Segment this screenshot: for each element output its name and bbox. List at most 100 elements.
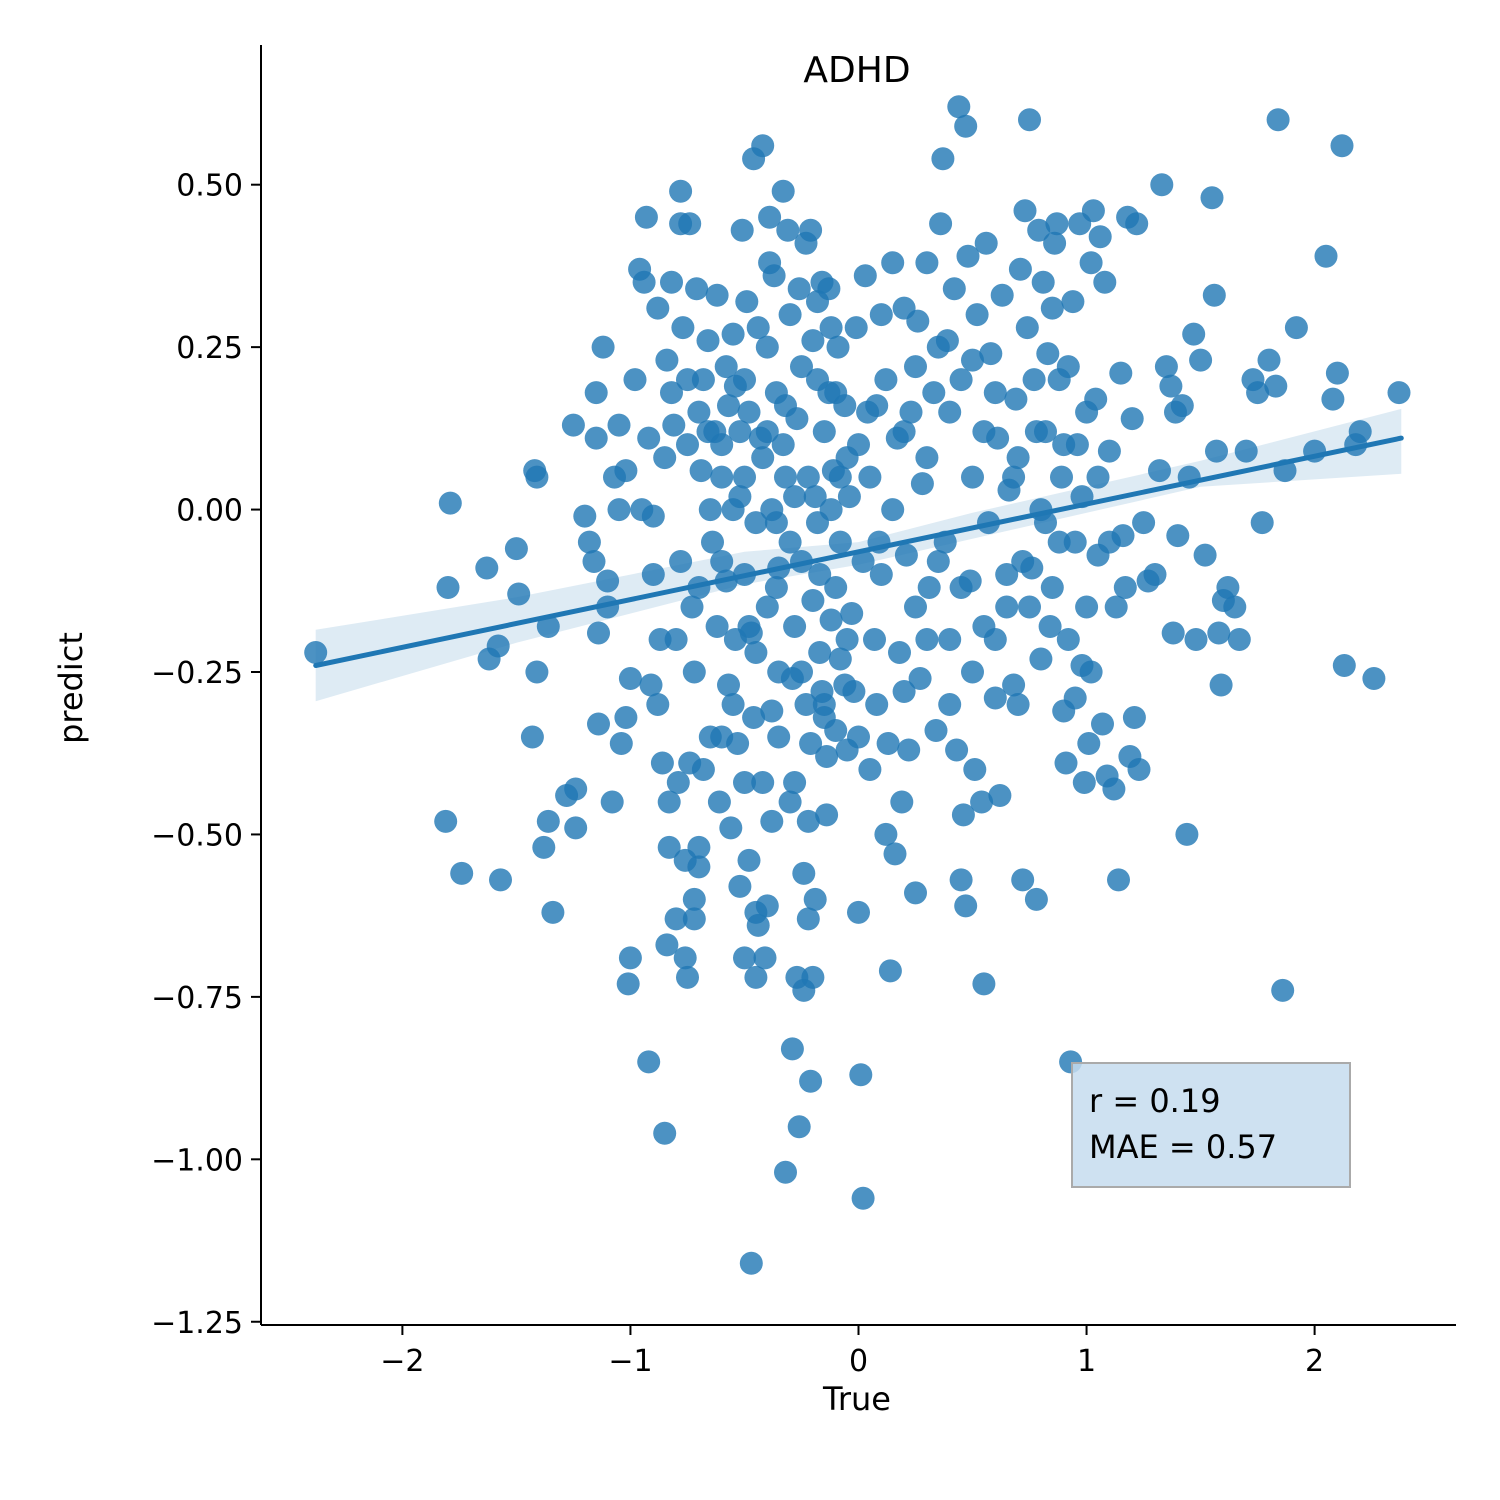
data-point xyxy=(737,848,761,872)
data-point xyxy=(607,498,631,522)
data-point xyxy=(897,738,921,762)
data-point xyxy=(819,316,843,340)
data-point xyxy=(1054,751,1078,775)
data-point xyxy=(719,816,743,840)
data-point xyxy=(705,283,729,307)
data-point xyxy=(808,641,832,664)
data-point xyxy=(844,316,868,340)
data-point xyxy=(696,329,720,353)
data-point xyxy=(751,771,775,794)
data-point xyxy=(938,628,962,651)
data-point xyxy=(733,946,756,970)
data-point xyxy=(1348,420,1372,444)
data-point xyxy=(774,1160,797,1184)
data-point xyxy=(949,576,973,599)
data-point xyxy=(787,277,811,301)
data-point xyxy=(1047,368,1071,392)
data-point xyxy=(892,420,916,444)
data-point xyxy=(970,790,994,814)
data-point xyxy=(1015,316,1039,340)
data-point xyxy=(733,771,756,794)
data-point xyxy=(979,342,1003,366)
data-point xyxy=(812,420,836,444)
data-point xyxy=(525,660,549,684)
data-point xyxy=(753,946,777,970)
data-point xyxy=(760,699,784,723)
data-point xyxy=(1045,212,1069,236)
x-tick-label: 2 xyxy=(1305,1344,1324,1379)
data-point xyxy=(1107,868,1130,892)
data-point xyxy=(737,400,761,424)
data-point xyxy=(434,809,458,833)
data-point xyxy=(1022,368,1046,392)
data-point xyxy=(755,335,779,359)
data-point xyxy=(630,498,654,522)
data-point xyxy=(1077,732,1101,755)
data-point xyxy=(835,628,859,651)
data-point xyxy=(1081,199,1105,223)
data-point xyxy=(561,413,585,437)
data-point xyxy=(1036,342,1060,366)
data-point xyxy=(507,582,531,606)
data-point xyxy=(1050,465,1073,489)
data-point xyxy=(1125,212,1149,236)
data-point xyxy=(1008,257,1032,281)
data-point xyxy=(1257,348,1281,372)
data-point xyxy=(1056,628,1080,651)
data-point xyxy=(1175,822,1199,846)
data-point xyxy=(541,900,565,924)
data-point xyxy=(1084,387,1108,411)
data-point xyxy=(771,179,795,203)
data-point xyxy=(664,628,688,651)
data-point xyxy=(616,972,640,996)
data-point xyxy=(796,465,820,489)
data-point xyxy=(676,433,699,457)
data-point xyxy=(874,822,898,846)
data-point xyxy=(758,205,782,229)
data-point xyxy=(904,355,927,379)
data-point xyxy=(1150,173,1174,197)
data-point xyxy=(760,809,784,833)
data-point xyxy=(1143,563,1167,586)
data-point xyxy=(780,1037,804,1061)
data-point xyxy=(1052,433,1076,457)
data-point xyxy=(564,777,588,801)
data-point xyxy=(1018,595,1041,619)
data-point xyxy=(812,706,836,729)
data-point xyxy=(680,595,704,619)
data-point xyxy=(806,290,829,314)
data-point xyxy=(698,498,722,522)
data-point xyxy=(696,420,720,444)
data-point xyxy=(1091,712,1114,736)
y-tick-label: 0.50 xyxy=(176,169,243,204)
data-point xyxy=(666,771,690,794)
data-point xyxy=(714,355,738,379)
data-point xyxy=(972,972,996,996)
data-point xyxy=(728,420,752,444)
stats-box: r = 0.19 MAE = 0.57 xyxy=(1071,1062,1351,1188)
data-point xyxy=(646,296,670,320)
data-point xyxy=(1102,777,1126,801)
data-point xyxy=(1047,530,1071,554)
data-point xyxy=(938,400,962,424)
data-point xyxy=(584,426,608,450)
data-point xyxy=(840,602,864,625)
data-point xyxy=(1002,465,1026,489)
data-point xyxy=(949,368,973,392)
data-point xyxy=(801,965,825,989)
data-point xyxy=(1006,693,1030,716)
data-point xyxy=(858,465,882,489)
data-point xyxy=(691,368,715,392)
data-point xyxy=(682,907,706,931)
data-point xyxy=(783,771,807,794)
data-point xyxy=(614,706,638,729)
data-point xyxy=(817,381,841,405)
data-point xyxy=(762,264,786,288)
data-point xyxy=(856,400,880,424)
data-point xyxy=(833,673,857,697)
data-point xyxy=(755,595,779,619)
data-point xyxy=(1132,511,1156,535)
data-point xyxy=(963,758,987,781)
data-point xyxy=(774,465,797,489)
y-tick-label: −0.25 xyxy=(151,656,243,691)
